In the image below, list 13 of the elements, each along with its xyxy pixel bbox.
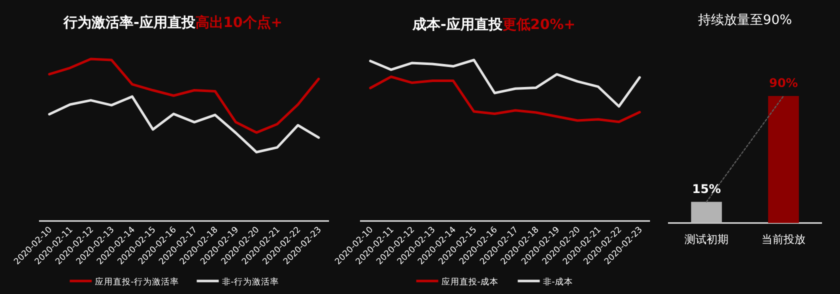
legend-label: 应用直投-行为激活率	[94, 276, 179, 288]
legend-label: 非-行为激活率	[222, 276, 279, 288]
x-tick-label: 当前投放	[762, 233, 806, 246]
chart-title: 行为激活率-应用直投	[62, 14, 196, 31]
x-tick-label: 测试初期	[684, 233, 728, 246]
legend-label: 非-成本	[542, 276, 573, 288]
text: 高出10个点+	[195, 14, 283, 31]
chart-title: 成本-应用直投	[411, 16, 504, 33]
data-label: 90%	[769, 76, 798, 90]
chart-title: 持续放量至90%	[698, 13, 792, 28]
data-label: 15%	[692, 182, 721, 196]
text: 更低20%+	[502, 17, 576, 33]
legend-label: 应用直投-成本	[441, 276, 498, 288]
